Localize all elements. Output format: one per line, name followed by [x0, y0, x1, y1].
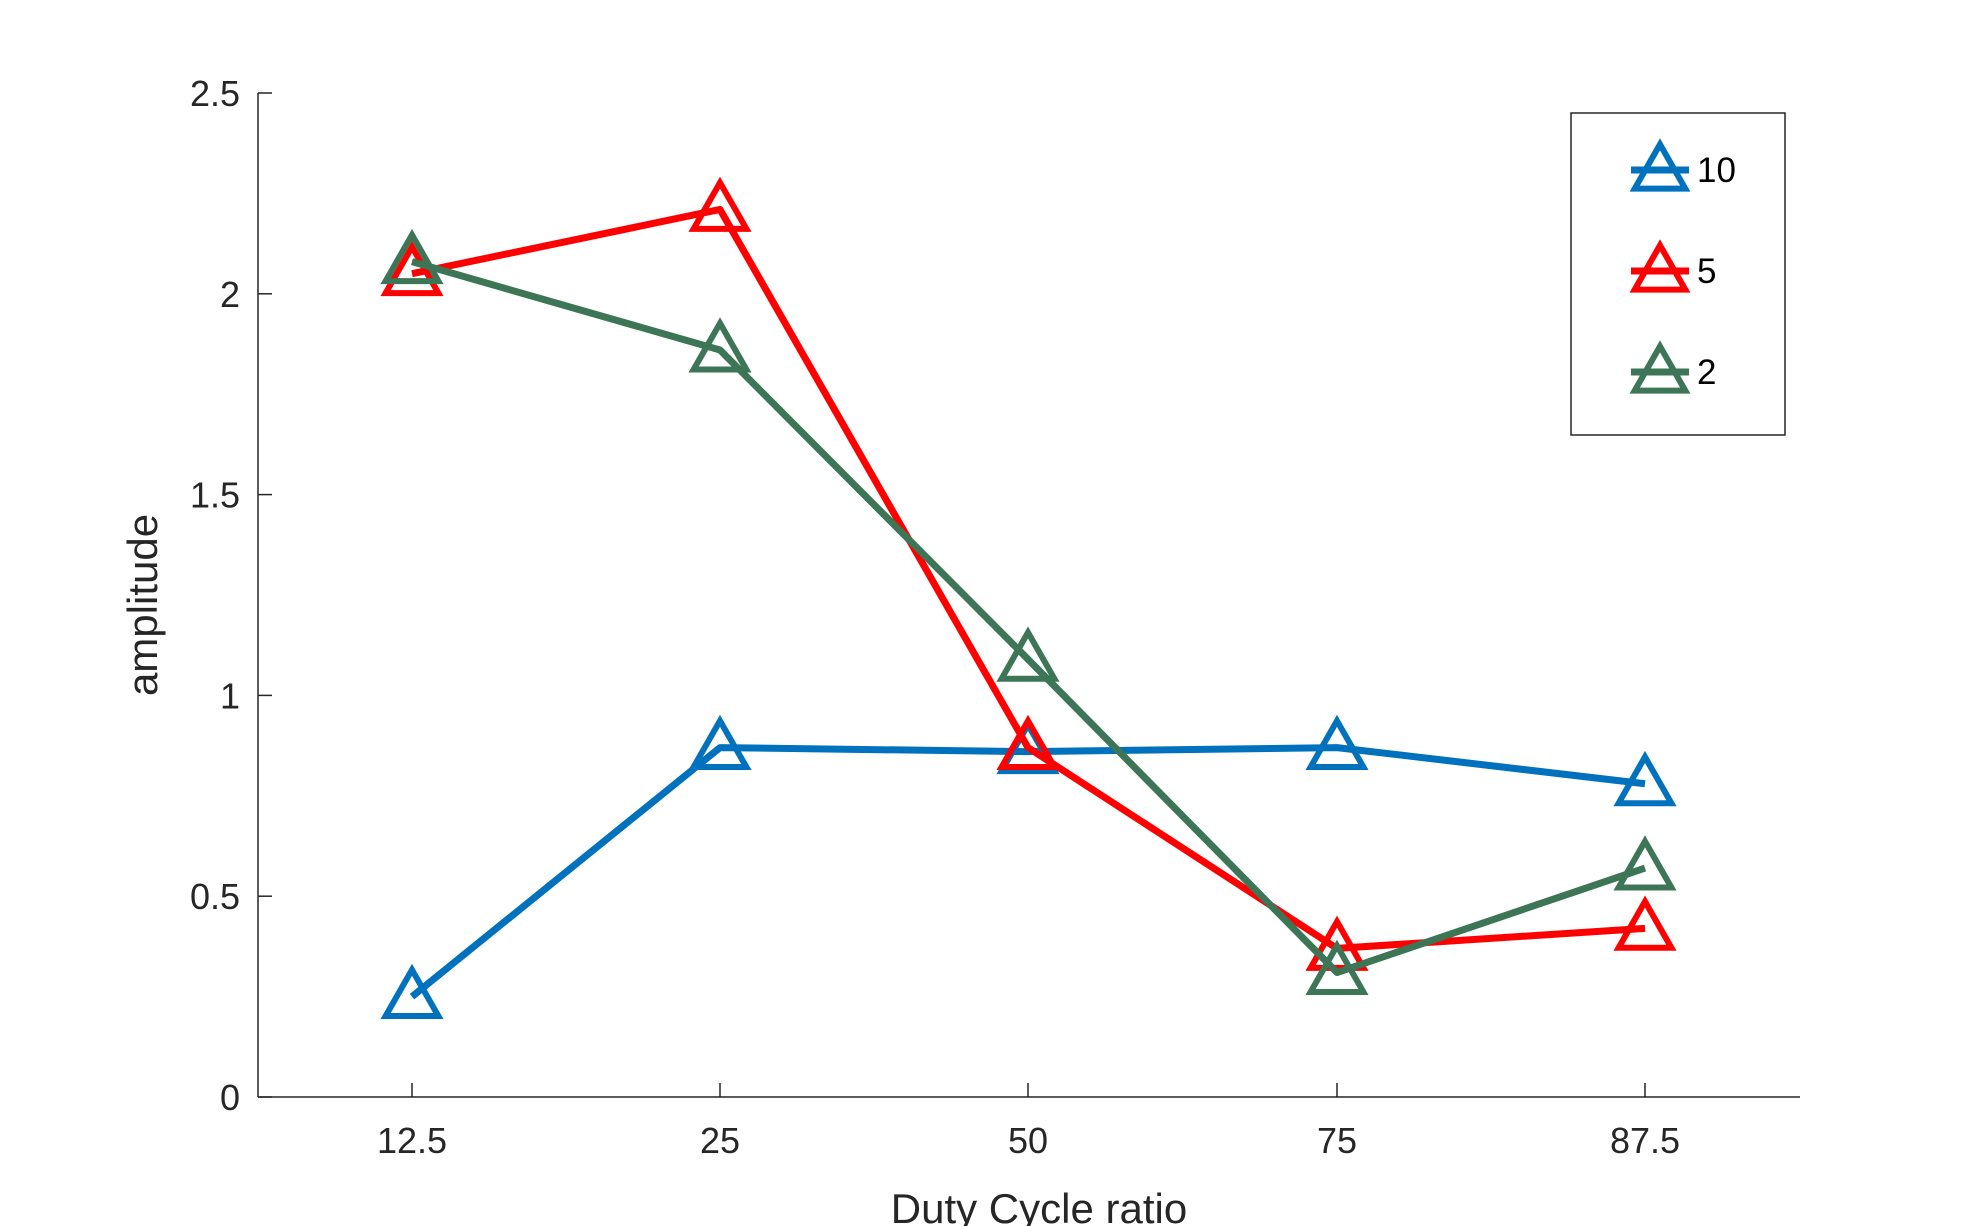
legend-label: 5: [1697, 252, 1716, 291]
legend-label: 2: [1697, 353, 1716, 392]
x-tick-label: 87.5: [1610, 1120, 1680, 1161]
series-5: [380, 176, 1677, 971]
data-point: [688, 176, 752, 232]
x-tick-label: 12.5: [377, 1120, 447, 1161]
data-point: [1613, 895, 1677, 951]
axes: [257, 92, 1800, 1098]
y-tick-label: 0: [220, 1077, 240, 1118]
legend-swatch-marker: [1629, 239, 1691, 293]
series-line: [411, 258, 1647, 977]
y-tick-label: 0.5: [190, 876, 240, 917]
y-tick-label: 2.5: [190, 73, 240, 114]
legend: 10 5 2: [1570, 112, 1786, 436]
y-tick-label: 1.5: [190, 475, 240, 516]
legend-entry: 2: [1629, 340, 1716, 394]
x-tick-label: 75: [1317, 1120, 1357, 1161]
x-axis-title: Duty Cycle ratio: [891, 1185, 1187, 1226]
series-line: [409, 744, 1646, 1000]
data-point: [996, 714, 1060, 771]
data-point: [1613, 750, 1677, 807]
data-point: [380, 228, 444, 285]
x-tick-label: 50: [1008, 1120, 1048, 1161]
data-point: [380, 240, 444, 297]
x-tick-label: 25: [700, 1120, 740, 1161]
y-axis-title: amplitude: [119, 514, 166, 696]
legend-label: 10: [1697, 151, 1736, 190]
legend-entry: 10: [1629, 138, 1736, 192]
data-point: [688, 317, 752, 373]
data-point: [996, 626, 1060, 682]
plot-series: [380, 176, 1677, 1020]
tick-labels: 0 0.5 1 1.5 2 2.5 12.5 25 50 75 87.5: [190, 73, 1680, 1161]
y-tick-label: 1: [220, 675, 240, 716]
legend-swatch-marker: [1629, 138, 1691, 192]
series-2: [380, 228, 1677, 995]
data-point: [1305, 939, 1369, 995]
data-point: [380, 963, 444, 1020]
series-line: [411, 205, 1646, 952]
y-tick-label: 2: [220, 274, 240, 315]
data-point: [1613, 835, 1677, 891]
data-point: [1305, 714, 1369, 771]
legend-swatch-marker: [1629, 340, 1691, 394]
data-point: [688, 714, 752, 771]
legend-entry: 5: [1629, 239, 1716, 293]
